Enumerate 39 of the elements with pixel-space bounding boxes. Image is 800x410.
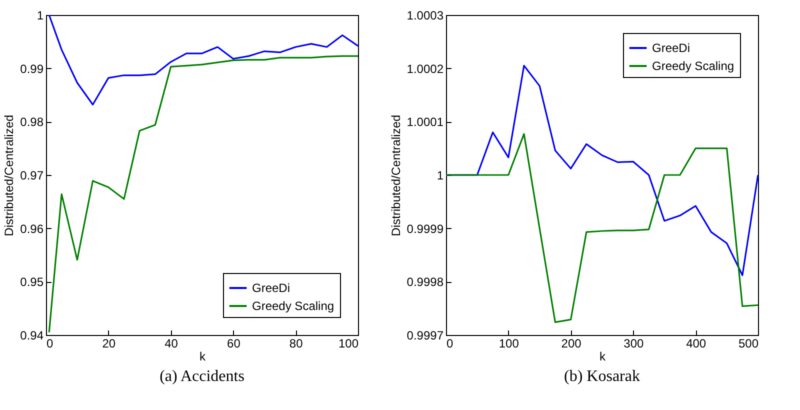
- y-tick-label: 1: [36, 8, 44, 22]
- y-tick-label: 0.9999: [406, 222, 444, 236]
- x-tick-label: 200: [561, 336, 582, 350]
- x-axis-title: k: [600, 350, 606, 364]
- x-tick-label: 20: [102, 336, 116, 350]
- x-tick-label: 100: [338, 336, 359, 350]
- x-tick-label: 300: [624, 336, 644, 350]
- y-tick-label: 0.9997: [406, 328, 444, 342]
- legend-label: Greedy Scaling: [252, 299, 334, 313]
- y-tick-label: 0.9998: [406, 275, 444, 290]
- legend-label: GreeDi: [652, 41, 690, 55]
- y-tick-label: 0.95: [20, 275, 44, 290]
- x-tick-label: 400: [686, 336, 706, 350]
- y-tick-label: 1: [436, 168, 444, 182]
- line-series: [48, 14, 359, 106]
- line-series: [48, 55, 359, 334]
- text: (a) Accidents: [160, 368, 244, 385]
- x-axis-title: k: [200, 350, 206, 364]
- y-axis-title: Distributed/Centralized: [2, 114, 16, 236]
- y-tick-label: 1.0001: [406, 115, 444, 130]
- y-tick-label: 0.96: [20, 222, 44, 236]
- x-tick-label: 500: [738, 336, 759, 350]
- x-tick-label: 0: [446, 336, 454, 350]
- legend-label: Greedy Scaling: [652, 59, 734, 73]
- y-tick-label: 0.97: [20, 168, 44, 182]
- legend-label: GreeDi: [252, 281, 290, 295]
- y-axis-title: Distributed/Centralized: [388, 114, 403, 236]
- x-tick-label: 0: [46, 336, 54, 350]
- x-tick-label: 60: [227, 336, 241, 350]
- x-tick-label: 80: [289, 336, 304, 350]
- y-tick-label: 0.99: [20, 62, 44, 76]
- line-series: [445, 133, 759, 323]
- y-tick-label: 1.0003: [406, 8, 444, 22]
- text: (b) Kosarak: [564, 368, 640, 385]
- y-tick-label: 1.0002: [406, 62, 444, 76]
- y-tick-label: 0.94: [20, 328, 44, 342]
- x-tick-label: 40: [164, 336, 178, 350]
- x-tick-label: 100: [498, 336, 520, 350]
- y-tick-label: 0.98: [20, 115, 44, 130]
